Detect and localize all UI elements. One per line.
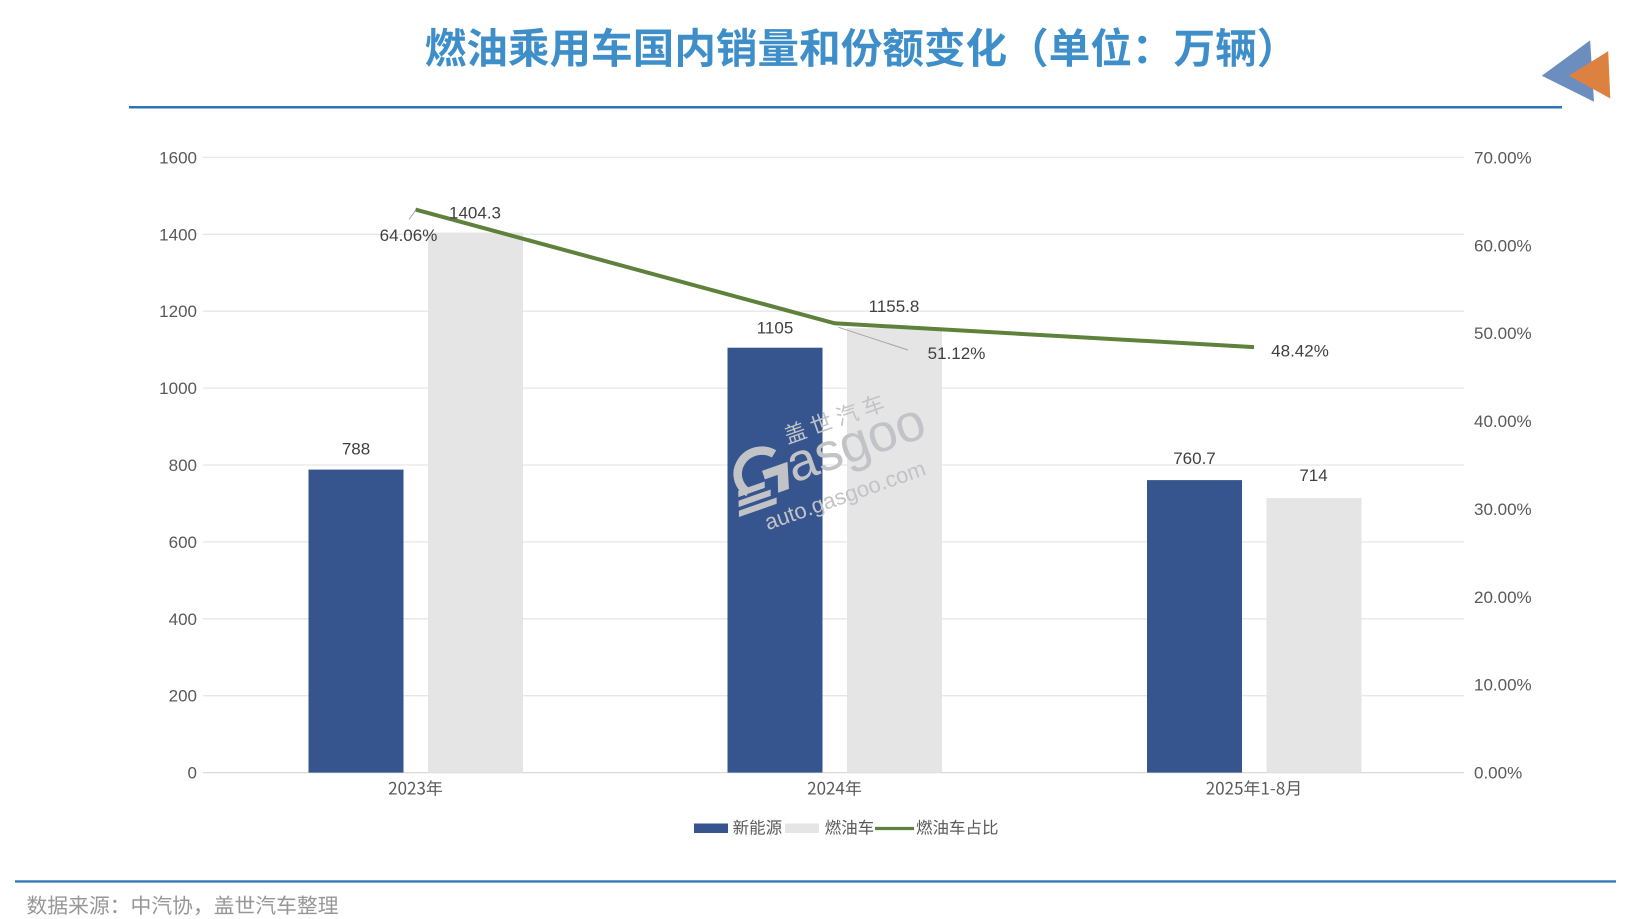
svg-text:1404.3: 1404.3 bbox=[449, 204, 501, 223]
svg-text:48.42%: 48.42% bbox=[1271, 342, 1329, 361]
svg-text:20.00%: 20.00% bbox=[1474, 588, 1532, 607]
svg-text:1000: 1000 bbox=[159, 379, 197, 398]
svg-text:60.00%: 60.00% bbox=[1474, 236, 1532, 255]
svg-text:70.00%: 70.00% bbox=[1474, 148, 1532, 167]
svg-text:1200: 1200 bbox=[159, 302, 197, 321]
svg-text:64.06%: 64.06% bbox=[380, 226, 438, 245]
svg-text:0: 0 bbox=[188, 764, 197, 783]
svg-text:714: 714 bbox=[1299, 466, 1327, 485]
svg-text:1600: 1600 bbox=[159, 148, 197, 167]
svg-text:788: 788 bbox=[342, 440, 370, 459]
svg-text:1155.8: 1155.8 bbox=[869, 297, 920, 316]
svg-text:760.7: 760.7 bbox=[1173, 449, 1216, 468]
svg-text:1105: 1105 bbox=[757, 319, 794, 338]
svg-text:30.00%: 30.00% bbox=[1474, 500, 1532, 519]
svg-text:50.00%: 50.00% bbox=[1474, 324, 1532, 343]
svg-text:0.00%: 0.00% bbox=[1474, 764, 1522, 783]
svg-text:1400: 1400 bbox=[159, 225, 197, 244]
svg-text:200: 200 bbox=[169, 687, 197, 706]
svg-text:10.00%: 10.00% bbox=[1474, 676, 1532, 695]
svg-text:400: 400 bbox=[169, 610, 197, 629]
svg-text:800: 800 bbox=[169, 456, 197, 475]
svg-text:600: 600 bbox=[169, 533, 197, 552]
svg-text:51.12%: 51.12% bbox=[928, 344, 986, 363]
svg-text:40.00%: 40.00% bbox=[1474, 412, 1532, 431]
